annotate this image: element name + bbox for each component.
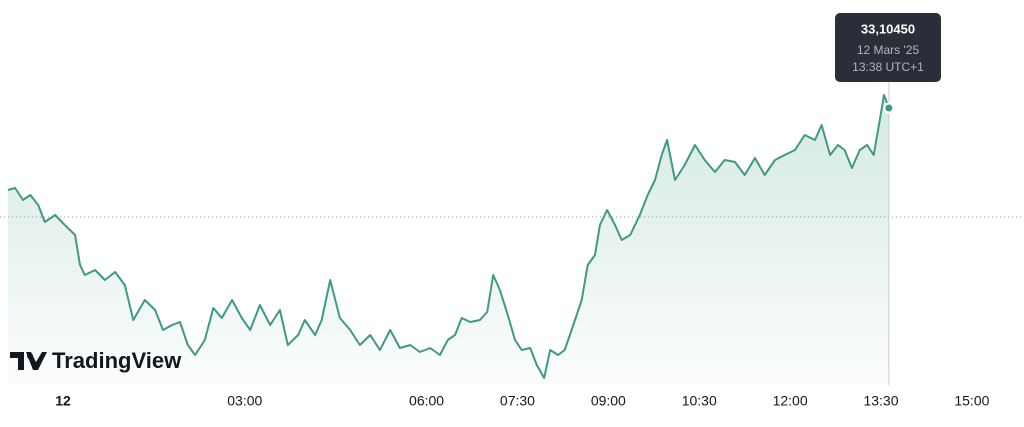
plot-area bbox=[0, 82, 1024, 385]
x-tick-label: 03:00 bbox=[227, 393, 262, 409]
logo-dot bbox=[27, 353, 33, 359]
x-tick-label: 13:30 bbox=[863, 393, 898, 409]
x-tick-label: 15:00 bbox=[954, 393, 989, 409]
x-tick-label: 07:30 bbox=[500, 393, 535, 409]
logo-icon bbox=[10, 352, 47, 370]
x-tick-label: 12:00 bbox=[773, 393, 808, 409]
price-line bbox=[7, 94, 890, 379]
tooltip-date: 12 Mars '25 bbox=[857, 43, 920, 57]
x-tick-label: 12 bbox=[55, 393, 71, 409]
x-tick-label: 09:00 bbox=[591, 393, 626, 409]
logo-text: TradingView bbox=[52, 348, 182, 373]
tooltip-time: 13:38 UTC+1 bbox=[852, 60, 924, 74]
watermark: TradingView bbox=[10, 348, 182, 373]
x-tick-label: 10:30 bbox=[682, 393, 717, 409]
last-point bbox=[883, 102, 895, 114]
tooltip-box bbox=[835, 13, 941, 82]
x-tick-label: 06:00 bbox=[409, 393, 444, 409]
area-fill bbox=[7, 95, 889, 385]
tooltip: 33,10450 12 Mars '25 13:38 UTC+1 bbox=[835, 13, 941, 82]
tooltip-value: 33,10450 bbox=[861, 21, 915, 36]
